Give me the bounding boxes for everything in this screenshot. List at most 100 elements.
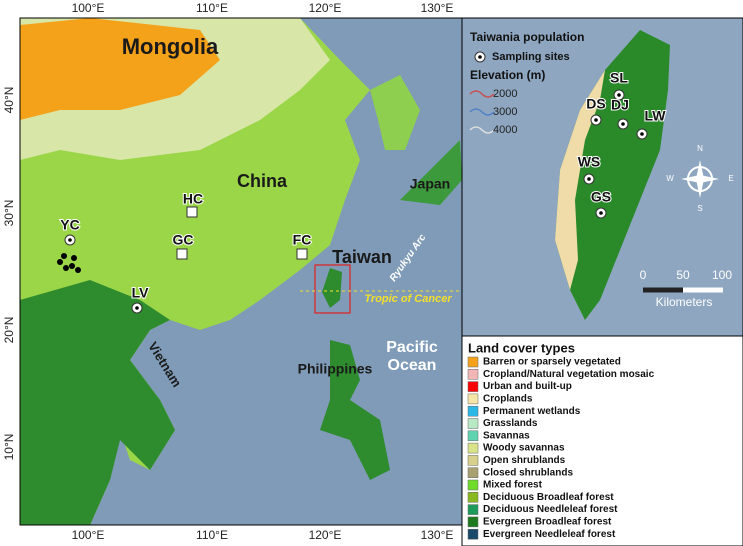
legend-label: Grasslands (483, 418, 538, 429)
place-label: China (237, 171, 288, 191)
site-label: DJ (611, 97, 629, 113)
longitude-label: 120°E (309, 1, 342, 15)
site-dot (621, 122, 625, 126)
legend-swatch (467, 418, 479, 429)
site-dot (135, 306, 139, 310)
legend-label: Woody savannas (483, 443, 565, 454)
elevation-level: 4000 (493, 124, 517, 136)
elevation-line (469, 126, 495, 134)
site-label: SL (610, 70, 628, 86)
site-label: HC (183, 191, 203, 207)
elevation-level: 3000 (493, 106, 517, 118)
compass-letter: N (697, 144, 703, 153)
longitude-label: 100°E (72, 1, 105, 15)
legend-swatch (467, 516, 479, 528)
site-label: GC (173, 232, 194, 248)
legend-label: Evergreen Needleleaf forest (483, 529, 616, 540)
inset-title: Taiwania population (470, 30, 584, 44)
legend-label: Open shrublands (483, 455, 566, 466)
site-label: LV (132, 285, 150, 301)
longitude-label: 110°E (196, 528, 228, 542)
site-cluster (75, 267, 81, 273)
elevation-title: Elevation (m) (470, 68, 545, 82)
latitude-label: 20°N (2, 317, 16, 344)
legend-swatch (467, 504, 479, 515)
elevation-line (469, 108, 495, 116)
site-dot (594, 118, 598, 122)
compass-letter: W (666, 174, 674, 183)
site-label: DS (586, 96, 605, 112)
latitude-label: 40°N (2, 87, 16, 114)
site-marker (176, 248, 188, 260)
longitude-label: 120°E (309, 528, 342, 542)
sampling-label: Sampling sites (492, 51, 570, 63)
site-label: LW (645, 108, 667, 124)
site-label: YC (60, 217, 79, 233)
site-marker (186, 206, 198, 218)
legend-swatch (467, 369, 479, 380)
legend-label: Cropland/Natural vegetation mosaic (483, 369, 655, 380)
longitude-label: 130°E (421, 1, 454, 15)
elevation-line (469, 90, 495, 98)
site-cluster (63, 265, 69, 271)
legend-swatch (467, 393, 479, 405)
compass-letter: E (728, 174, 733, 183)
japan (400, 140, 462, 205)
korea (370, 75, 420, 150)
site-dot (68, 238, 72, 242)
compass-letter: S (697, 204, 702, 213)
legend-label: Deciduous Needleleaf forest (483, 504, 618, 515)
place-label: Ocean (388, 357, 437, 374)
compass-needle (681, 175, 719, 183)
legend-swatch (467, 492, 479, 503)
legend-label: Savannas (483, 430, 530, 441)
southeast-asia (20, 280, 175, 525)
philippines (320, 340, 390, 480)
legend-label: Closed shrublands (483, 467, 573, 478)
taiwan-main (322, 268, 342, 308)
legend-swatch (467, 356, 479, 368)
legend-label: Evergreen Broadleaf forest (483, 517, 612, 528)
elevation-level: 2000 (493, 88, 517, 100)
legend-swatch (467, 381, 479, 392)
mongolia-desert (20, 18, 220, 120)
site-cluster (71, 255, 77, 261)
site-cluster (61, 253, 67, 259)
legend-swatch (467, 430, 479, 442)
place-label: Pacific (386, 339, 438, 356)
legend-swatch (467, 405, 479, 417)
inset-lowland (555, 70, 605, 290)
scale-label: 0 (640, 268, 647, 282)
legend-swatch (467, 455, 479, 466)
legend-label: Barren or sparsely vegetated (483, 357, 621, 368)
site-dot (599, 211, 603, 215)
site-label: WS (578, 154, 601, 170)
place-label: Philippines (298, 361, 373, 377)
latitude-label: 10°N (2, 434, 16, 461)
legend-swatch (467, 442, 479, 454)
scale-label: 100 (712, 268, 732, 282)
legend-label: Croplands (483, 394, 533, 405)
site-cluster (69, 263, 75, 269)
legend-title: Land cover types (468, 340, 575, 355)
site-dot (587, 177, 591, 181)
legend-box (461, 335, 743, 546)
site-label: FC (293, 232, 312, 248)
annotation: Tropic of Cancer (364, 293, 452, 305)
site-cluster (57, 259, 63, 265)
legend-swatch (467, 528, 479, 540)
legend-label: Deciduous Broadleaf forest (483, 492, 614, 503)
place-label: Taiwan (332, 247, 392, 267)
scale-unit: Kilometers (656, 295, 713, 309)
site-dot (617, 93, 621, 97)
longitude-label: 100°E (72, 528, 105, 542)
inset-taiwan (555, 30, 670, 320)
legend-swatch (467, 479, 479, 491)
latitude-label: 30°N (2, 200, 16, 227)
legend-label: Permanent wetlands (483, 406, 581, 417)
site-label: GS (591, 189, 611, 205)
legend-label: Urban and built-up (483, 381, 572, 392)
place-label: Mongolia (122, 34, 219, 59)
taiwan-box (314, 264, 351, 314)
